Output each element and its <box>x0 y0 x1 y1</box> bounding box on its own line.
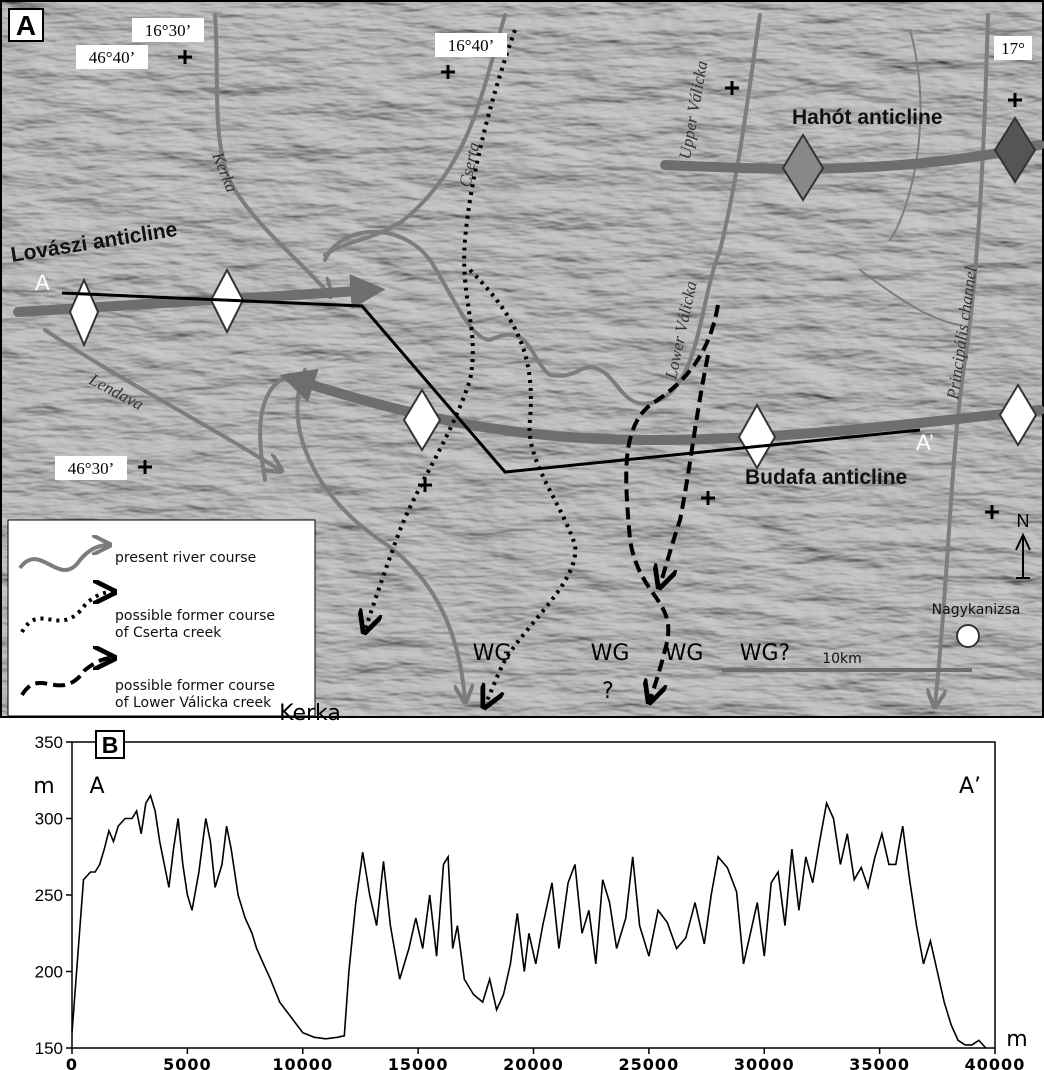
coordinate: 46°40’ <box>89 48 135 67</box>
y-tick-label: 200 <box>35 963 63 982</box>
city-label: Nagykanizsa <box>932 602 1021 618</box>
x-tick-label: 35000 <box>849 1055 910 1070</box>
city-symbol <box>957 625 979 647</box>
anticline-label: Hahót anticline <box>792 106 943 129</box>
y-tick-label: 250 <box>35 886 63 905</box>
annotation: Kerka <box>279 701 341 726</box>
y-tick-label: 150 <box>35 1039 63 1058</box>
x-tick-label: 25000 <box>619 1055 680 1070</box>
x-tick-label: 10000 <box>272 1055 333 1070</box>
annotation: WG <box>473 641 512 666</box>
annotation: ? <box>602 679 614 704</box>
coordinate: 46°30’ <box>68 459 114 478</box>
x-axis-label: m <box>1006 1027 1027 1052</box>
legend-label: of Lower Válicka creek <box>115 695 272 711</box>
legend-label: possible former course <box>115 678 275 694</box>
x-tick-label: 15000 <box>388 1055 449 1070</box>
coordinate: 16°40’ <box>448 36 494 55</box>
section-end: A <box>35 270 50 295</box>
x-tick-label: 30000 <box>734 1055 795 1070</box>
x-tick-label: 20000 <box>503 1055 564 1070</box>
x-tick-label: 40000 <box>965 1055 1026 1070</box>
legend: present river course possible former cou… <box>8 520 315 716</box>
section-end: A’ <box>916 430 934 455</box>
annotation: A <box>89 774 104 799</box>
figure: A 16°30’ 46°40’ 16°40’ 17° 46°30’ Kerka … <box>0 0 1044 1070</box>
y-tick-label: 350 <box>35 733 63 752</box>
annotation: WG <box>591 641 630 666</box>
annotation: WG? <box>740 641 790 666</box>
panel-label: A <box>16 10 36 41</box>
legend-label: of Cserta creek <box>115 625 222 641</box>
north-label: N <box>1017 511 1030 531</box>
map-panel: A 16°30’ 46°40’ 16°40’ 17° 46°30’ Kerka … <box>1 1 1043 717</box>
plot-frame <box>72 742 995 1048</box>
legend-label: possible former course <box>115 608 275 624</box>
y-tick-label: 300 <box>35 810 63 829</box>
x-tick-label: 5000 <box>163 1055 212 1070</box>
annotation: A’ <box>959 774 981 799</box>
x-tick-label: 0 <box>66 1055 78 1070</box>
coordinate: 17° <box>1001 39 1025 58</box>
legend-label: present river course <box>115 550 256 566</box>
scale-label: 10km <box>822 651 862 667</box>
panel-label: B <box>102 732 119 758</box>
annotation: WG <box>665 641 704 666</box>
anticline-label: Budafa anticline <box>745 466 907 489</box>
y-axis-label: m <box>33 774 54 799</box>
coordinate: 16°30’ <box>145 21 191 40</box>
